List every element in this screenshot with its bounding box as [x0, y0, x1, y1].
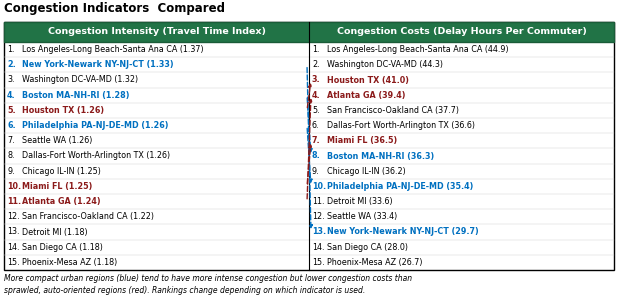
Text: Atlanta GA (1.24): Atlanta GA (1.24)	[22, 197, 101, 206]
Text: San Francisco-Oakland CA (37.7): San Francisco-Oakland CA (37.7)	[327, 106, 459, 115]
Text: 3.: 3.	[312, 75, 321, 84]
Text: New York-Newark NY-NJ-CT (29.7): New York-Newark NY-NJ-CT (29.7)	[327, 228, 479, 237]
Text: 10.: 10.	[312, 182, 326, 191]
Text: Houston TX (1.26): Houston TX (1.26)	[22, 106, 104, 115]
Text: 9.: 9.	[7, 167, 15, 176]
Bar	[4, 22, 309, 42]
Text: 5.: 5.	[7, 106, 15, 115]
Text: Detroit MI (1.18): Detroit MI (1.18)	[22, 228, 88, 237]
Text: 7.: 7.	[7, 136, 15, 145]
Text: Detroit MI (33.6): Detroit MI (33.6)	[327, 197, 392, 206]
Text: San Diego CA (1.18): San Diego CA (1.18)	[22, 243, 103, 252]
Bar	[4, 22, 614, 42]
Text: New York-Newark NY-NJ-CT (1.33): New York-Newark NY-NJ-CT (1.33)	[22, 60, 174, 69]
Text: Congestion Indicators  Compared: Congestion Indicators Compared	[4, 2, 225, 15]
Text: Dallas-Fort Worth-Arlington TX (1.26): Dallas-Fort Worth-Arlington TX (1.26)	[22, 152, 170, 160]
Text: 8.: 8.	[312, 152, 321, 160]
Text: 2.: 2.	[312, 60, 320, 69]
Text: Boston MA-NH-RI (1.28): Boston MA-NH-RI (1.28)	[22, 91, 130, 100]
Text: Philadelphia PA-NJ-DE-MD (1.26): Philadelphia PA-NJ-DE-MD (1.26)	[22, 121, 169, 130]
Text: Chicago IL-IN (1.25): Chicago IL-IN (1.25)	[22, 167, 101, 176]
Text: 1.: 1.	[312, 45, 320, 54]
Text: Dallas-Fort Worth-Arlington TX (36.6): Dallas-Fort Worth-Arlington TX (36.6)	[327, 121, 475, 130]
Text: More compact urban regions (blue) tend to have more intense congestion but lower: More compact urban regions (blue) tend t…	[4, 274, 412, 283]
Text: 4.: 4.	[312, 91, 321, 100]
Text: 15.: 15.	[7, 258, 20, 267]
Text: Congestion Costs (Delay Hours Per Commuter): Congestion Costs (Delay Hours Per Commut…	[337, 27, 586, 37]
Text: 14.: 14.	[7, 243, 20, 252]
Text: Miami FL (36.5): Miami FL (36.5)	[327, 136, 397, 145]
Text: Philadelphia PA-NJ-DE-MD (35.4): Philadelphia PA-NJ-DE-MD (35.4)	[327, 182, 473, 191]
Text: 13.: 13.	[312, 228, 326, 237]
Text: Phoenix-Mesa AZ (1.18): Phoenix-Mesa AZ (1.18)	[22, 258, 117, 267]
Text: Seattle WA (1.26): Seattle WA (1.26)	[22, 136, 92, 145]
Text: 10.: 10.	[7, 182, 21, 191]
Text: 15.: 15.	[312, 258, 324, 267]
Text: 7.: 7.	[312, 136, 321, 145]
Text: 6.: 6.	[7, 121, 15, 130]
Text: 1.: 1.	[7, 45, 14, 54]
Text: Washington DC-VA-MD (1.32): Washington DC-VA-MD (1.32)	[22, 75, 138, 84]
Text: San Francisco-Oakland CA (1.22): San Francisco-Oakland CA (1.22)	[22, 212, 154, 221]
Text: Phoenix-Mesa AZ (26.7): Phoenix-Mesa AZ (26.7)	[327, 258, 423, 267]
Text: 8.: 8.	[7, 152, 14, 160]
Text: Chicago IL-IN (36.2): Chicago IL-IN (36.2)	[327, 167, 406, 176]
Text: Seattle WA (33.4): Seattle WA (33.4)	[327, 212, 397, 221]
Text: 4.: 4.	[7, 91, 15, 100]
Text: Atlanta GA (39.4): Atlanta GA (39.4)	[327, 91, 405, 100]
Text: 12.: 12.	[312, 212, 324, 221]
Text: Miami FL (1.25): Miami FL (1.25)	[22, 182, 92, 191]
Text: Congestion Intensity (Travel Time Index): Congestion Intensity (Travel Time Index)	[48, 27, 266, 37]
Bar	[4, 22, 614, 270]
Text: Los Angeles-Long Beach-Santa Ana CA (44.9): Los Angeles-Long Beach-Santa Ana CA (44.…	[327, 45, 509, 54]
Text: 2.: 2.	[7, 60, 15, 69]
Text: 3.: 3.	[7, 75, 14, 84]
Text: Boston MA-NH-RI (36.3): Boston MA-NH-RI (36.3)	[327, 152, 434, 160]
Text: Los Angeles-Long Beach-Santa Ana CA (1.37): Los Angeles-Long Beach-Santa Ana CA (1.3…	[22, 45, 203, 54]
Text: 14.: 14.	[312, 243, 324, 252]
Text: 9.: 9.	[312, 167, 320, 176]
Text: 13.: 13.	[7, 228, 20, 237]
Text: 11.: 11.	[312, 197, 324, 206]
Bar	[309, 22, 614, 42]
Text: Houston TX (41.0): Houston TX (41.0)	[327, 75, 409, 84]
Text: 6.: 6.	[312, 121, 320, 130]
Text: 12.: 12.	[7, 212, 20, 221]
Text: 5.: 5.	[312, 106, 320, 115]
Text: sprawled, auto-oriented regions (red). Rankings change depending on which indica: sprawled, auto-oriented regions (red). R…	[4, 286, 365, 295]
Text: San Diego CA (28.0): San Diego CA (28.0)	[327, 243, 408, 252]
Text: 11.: 11.	[7, 197, 21, 206]
Text: Washington DC-VA-MD (44.3): Washington DC-VA-MD (44.3)	[327, 60, 443, 69]
